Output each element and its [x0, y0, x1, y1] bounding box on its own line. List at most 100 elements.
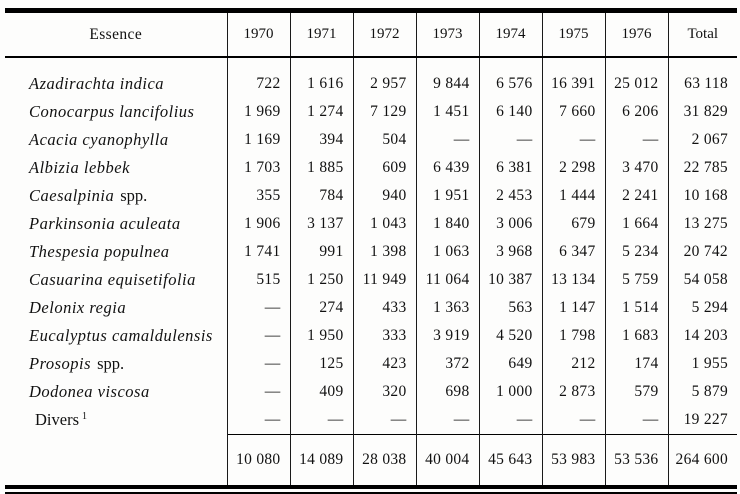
col-header-essence: Essence: [5, 10, 227, 58]
value-cell-1972: 2 957: [352, 57, 416, 98]
table-row: Eucalyptus camaldulensis — 1 950 333 3 9…: [5, 322, 737, 350]
col-header-year: 1970: [226, 10, 290, 58]
value-cell-1974: 6 576: [478, 57, 542, 98]
value-cell-1975: 212: [541, 350, 605, 378]
species-italic-name: Eucalyptus camaldulensis: [29, 326, 213, 345]
value-cell-1974: 3 968: [478, 238, 542, 266]
value-cell-1975: 2 298: [541, 154, 605, 182]
value-cell-total: 13 275: [667, 210, 737, 238]
species-name-cell: Casuarina equisetifolia: [5, 266, 227, 294]
total-value-cell: 45 643: [478, 434, 542, 485]
value-cell-total: 2 067: [667, 126, 737, 154]
species-italic-name: Dodonea viscosa: [29, 382, 150, 401]
value-cell-1970: 1 169: [226, 126, 290, 154]
value-cell-1972: 1 043: [352, 210, 416, 238]
value-cell-1970: 722: [226, 57, 290, 98]
value-cell-1973: 1 451: [415, 98, 479, 126]
table-row: Acacia cyanophylla 1 169 394 504 — — — —…: [5, 126, 737, 154]
value-cell-1974: 2 453: [478, 182, 542, 210]
species-name-cell: Albizia lebbek: [5, 154, 227, 182]
col-header-year: 1974: [478, 10, 542, 58]
table-row: Thespesia populnea 1 741 991 1 398 1 063…: [5, 238, 737, 266]
table-row: Casuarina equisetifolia 515 1 250 11 949…: [5, 266, 737, 294]
value-cell-total: 1 955: [667, 350, 737, 378]
species-name-cell: Dodonea viscosa: [5, 378, 227, 406]
value-cell-1975: 2 873: [541, 378, 605, 406]
value-cell-total: 5 879: [667, 378, 737, 406]
value-cell-1973: 6 439: [415, 154, 479, 182]
value-cell-1971: 1 950: [289, 322, 353, 350]
table-header: Essence 1970 1971 1972 1973 1974 1975 19…: [5, 10, 737, 58]
species-italic-name: Acacia cyanophylla: [29, 130, 169, 149]
species-name-cell: Prosopis spp.: [5, 350, 227, 378]
species-roman-name: Divers: [35, 410, 79, 430]
total-value-cell: 53 536: [604, 434, 668, 485]
value-cell-total: 10 168: [667, 182, 737, 210]
value-cell-1972: 333: [352, 322, 416, 350]
species-italic-name: Conocarpus lancifolius: [29, 102, 195, 121]
value-cell-1975: —: [541, 406, 605, 435]
value-cell-1971: 1 250: [289, 266, 353, 294]
total-value-cell: 14 089: [289, 434, 353, 485]
species-name-cell: Thespesia populnea: [5, 238, 227, 266]
species-name-cell: Azadirachta indica: [5, 57, 227, 98]
value-cell-1976: 5 234: [604, 238, 668, 266]
species-italic-name: Delonix regia: [29, 298, 127, 317]
value-cell-1971: 991: [289, 238, 353, 266]
species-italic-name: Caesalpinia: [29, 186, 115, 205]
value-cell-1970: 1 703: [226, 154, 290, 182]
value-cell-1971: 409: [289, 378, 353, 406]
header-row: Essence 1970 1971 1972 1973 1974 1975 19…: [5, 10, 737, 58]
table-row: Albizia lebbek 1 703 1 885 609 6 439 6 3…: [5, 154, 737, 182]
species-name-cell: Delonix regia: [5, 294, 227, 322]
species-name-cell: Conocarpus lancifolius: [5, 98, 227, 126]
value-cell-1974: 6 381: [478, 154, 542, 182]
table-body: Azadirachta indica 722 1 616 2 957 9 844…: [5, 57, 737, 435]
value-cell-1974: —: [478, 406, 542, 435]
value-cell-1973: 372: [415, 350, 479, 378]
value-cell-1972: 11 949: [352, 266, 416, 294]
value-cell-1975: 6 347: [541, 238, 605, 266]
footnote-marker: 1: [82, 410, 87, 422]
value-cell-1974: 4 520: [478, 322, 542, 350]
value-cell-1974: —: [478, 126, 542, 154]
value-cell-1970: —: [226, 350, 290, 378]
total-value-cell: 10 080: [226, 434, 290, 485]
table-row: Delonix regia — 274 433 1 363 563 1 147 …: [5, 294, 737, 322]
col-header-total: Total: [667, 10, 737, 58]
value-cell-1974: 3 006: [478, 210, 542, 238]
species-name-cell: Divers 1: [5, 406, 227, 435]
value-cell-1974: 649: [478, 350, 542, 378]
value-cell-1976: 1 683: [604, 322, 668, 350]
species-name-cell: Parkinsonia aculeata: [5, 210, 227, 238]
value-cell-1971: 394: [289, 126, 353, 154]
value-cell-1975: 16 391: [541, 57, 605, 98]
table-row: Prosopis spp. — 125 423 372 649 212 174 1…: [5, 350, 737, 378]
value-cell-1970: —: [226, 406, 290, 435]
value-cell-1973: 1 363: [415, 294, 479, 322]
species-name-cell: Acacia cyanophylla: [5, 126, 227, 154]
value-cell-1970: —: [226, 378, 290, 406]
value-cell-1976: 579: [604, 378, 668, 406]
value-cell-1973: —: [415, 126, 479, 154]
value-cell-1970: —: [226, 294, 290, 322]
species-roman-name: spp.: [97, 354, 125, 373]
table-row: Parkinsonia aculeata 1 906 3 137 1 043 1…: [5, 210, 737, 238]
value-cell-1976: —: [604, 126, 668, 154]
col-header-year: 1975: [541, 10, 605, 58]
value-cell-1973: 1 951: [415, 182, 479, 210]
col-header-year: 1973: [415, 10, 479, 58]
value-cell-1976: 174: [604, 350, 668, 378]
value-cell-1972: 1 398: [352, 238, 416, 266]
value-cell-total: 20 742: [667, 238, 737, 266]
value-cell-1973: 11 064: [415, 266, 479, 294]
value-cell-1975: 1 798: [541, 322, 605, 350]
table-row: Divers 1 — — — — — — — 19 227: [5, 406, 737, 435]
total-value-cell: 28 038: [352, 434, 416, 485]
value-cell-1972: 504: [352, 126, 416, 154]
totals-empty-cell: [5, 435, 227, 486]
col-header-year: 1972: [352, 10, 416, 58]
species-italic-name: Parkinsonia aculeata: [29, 214, 181, 233]
value-cell-total: 22 785: [667, 154, 737, 182]
